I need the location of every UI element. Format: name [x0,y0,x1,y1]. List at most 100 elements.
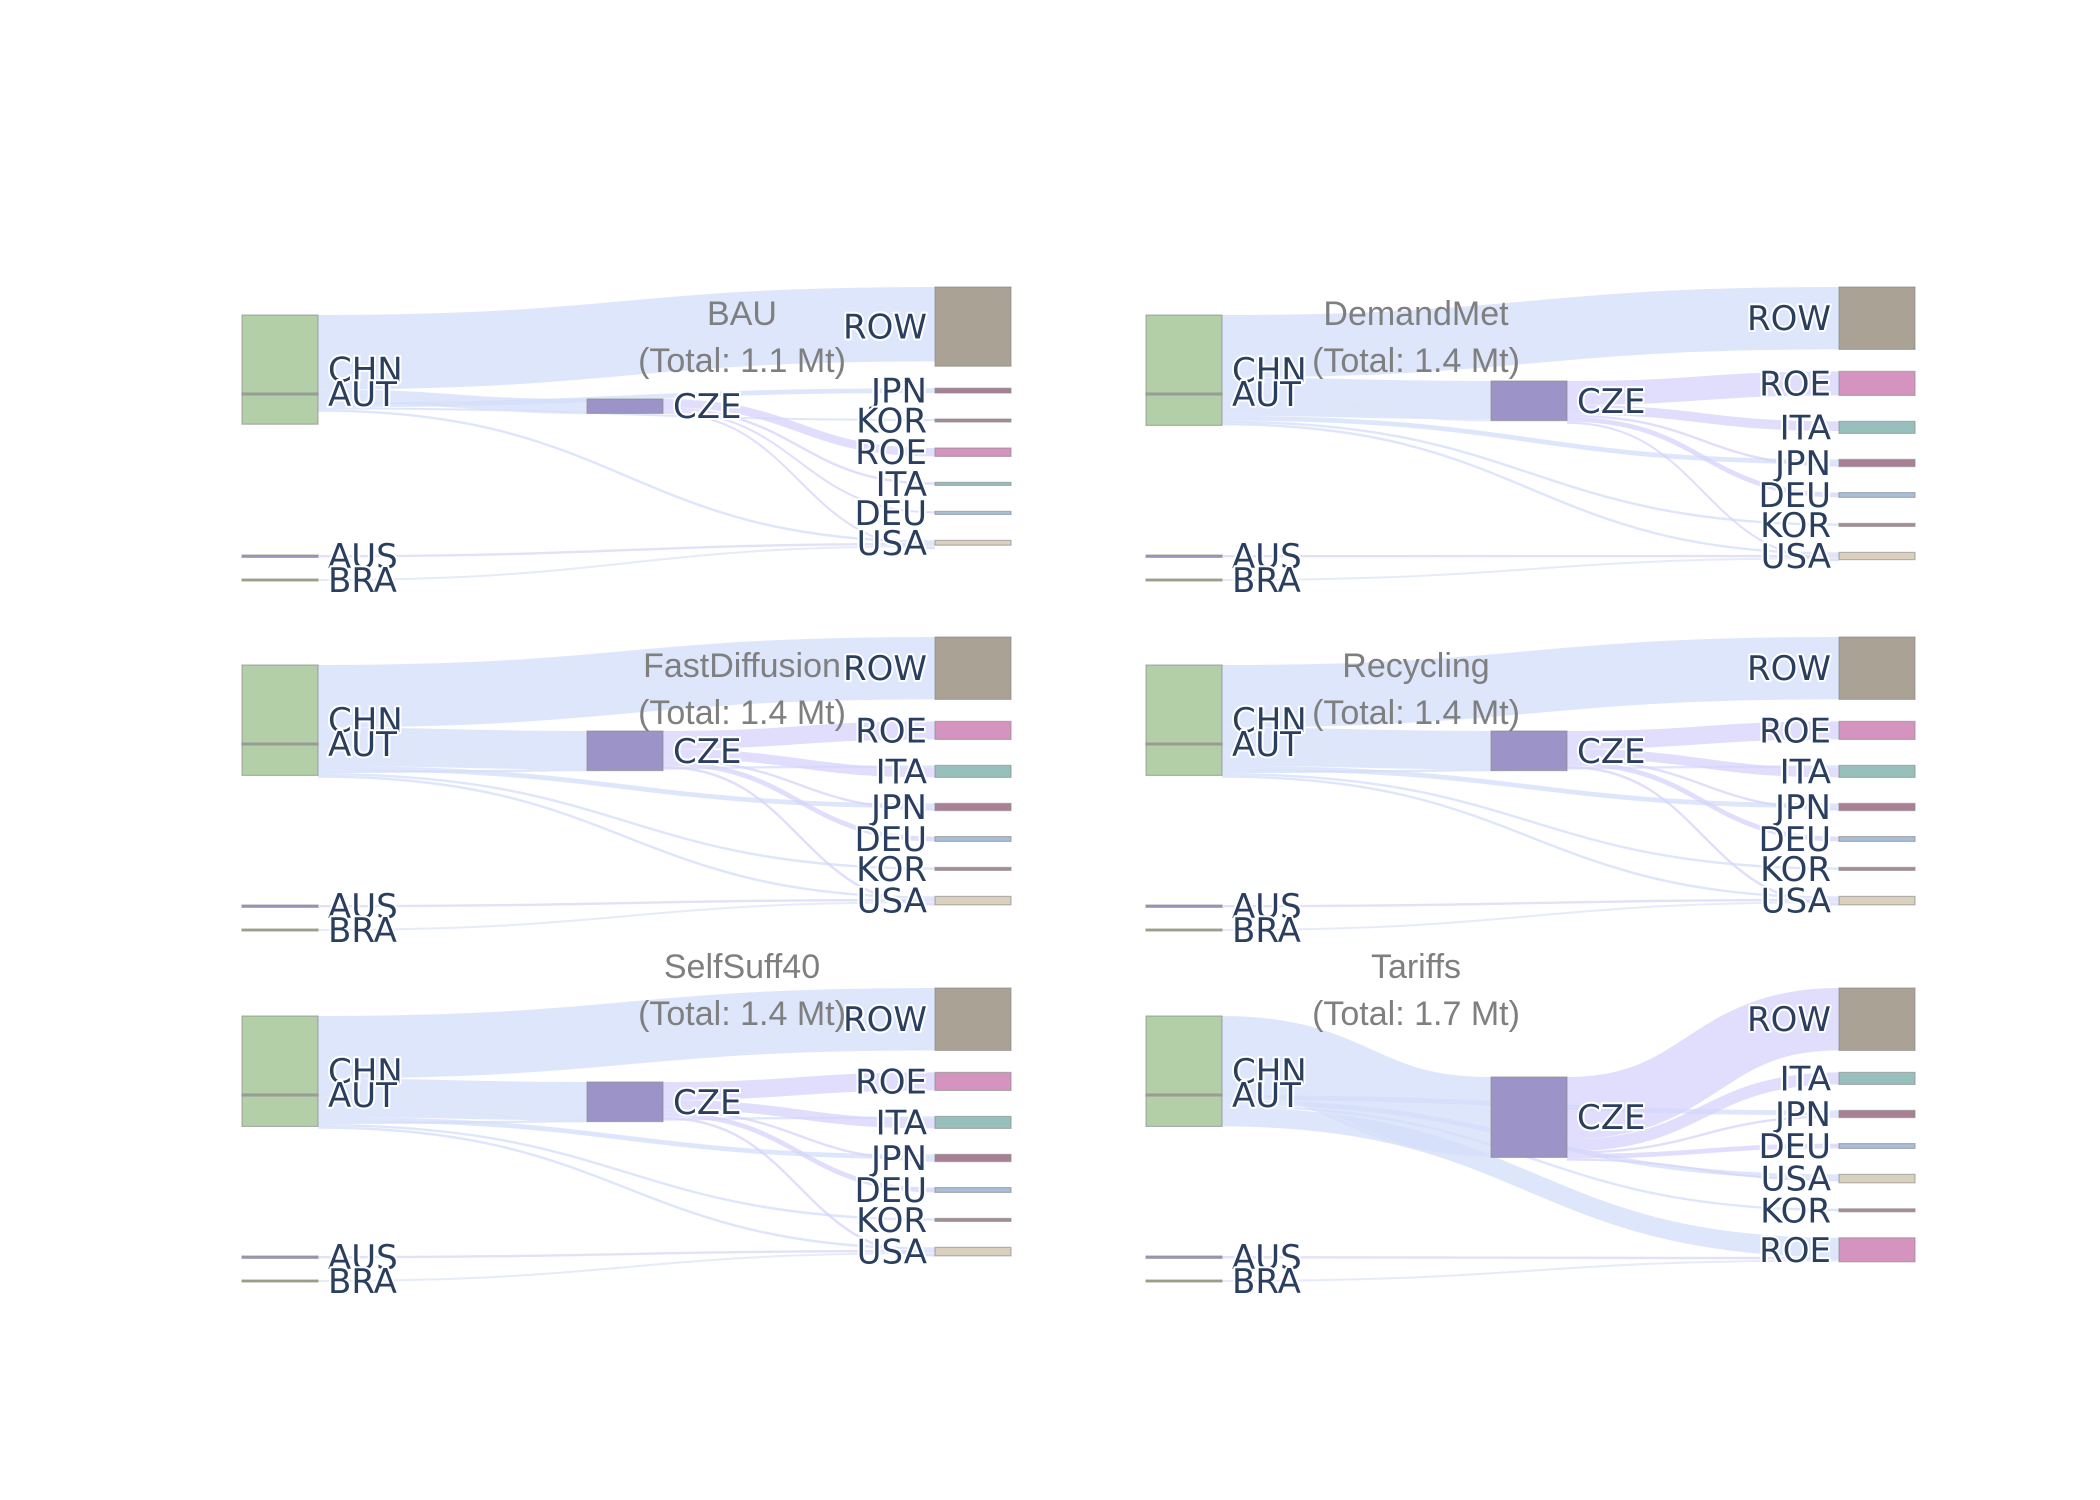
link-cze-deu [1566,761,1840,842]
links-selfsuff40 [317,988,936,1282]
node-label-ita: ITA [876,465,927,505]
link-cze-jpn [1566,758,1840,811]
node-label-jpn: JPN [1773,444,1831,484]
node-ita [1838,420,1916,434]
node-label-roe: ROE [1759,711,1831,751]
link-cze-deu [662,761,936,842]
link-chn-cze [1221,377,1492,420]
node-label-cze: CZE [1577,382,1646,422]
node-usa [934,539,1012,546]
node-label-aut: AUT [328,725,397,765]
links-tariffs [1221,988,1840,1282]
node-label-aus: AUS [1232,1238,1302,1278]
link-cze-usa [662,1116,936,1257]
link-cze-usa [1566,765,1840,906]
node-kor [934,866,1012,872]
link-cze-deu [1566,1143,1840,1159]
link-cze-usa [1566,421,1840,562]
node-ita [1838,764,1916,779]
node-label-jpn: JPN [1773,1095,1831,1135]
node-label-bra: BRA [1232,911,1301,951]
panel-title-tariffs: Tariffs [1371,948,1461,986]
link-cze-ita [662,1100,936,1129]
link-cze-deu [1566,417,1840,498]
link-aus-usa [1221,898,1840,908]
link-aus-usa [317,1249,936,1259]
node-label-row: ROW [843,1000,927,1040]
link-aut-cze [317,1094,588,1123]
node-aus [241,554,319,559]
node-bra [1145,928,1223,932]
panel-title-selfsuff40: SelfSuff40 [664,948,820,986]
panel-title-demandmet: DemandMet [1323,295,1509,333]
node-label-aut: AUT [1232,725,1301,765]
node-jpn [934,387,1012,394]
link-aut-cze [1221,743,1492,772]
links-demandmet [1221,287,1840,581]
node-aus [1145,554,1223,559]
node-label-usa: USA [857,524,927,564]
panel-title-bau: BAU [707,295,777,333]
node-label-chn: CHN [1232,701,1307,741]
link-cze-roe [662,1072,936,1100]
node-label-ita: ITA [1780,1059,1831,1099]
node-label-cze: CZE [1577,732,1646,772]
node-label-jpn: JPN [869,788,927,828]
node-label-aus: AUS [1232,887,1302,927]
panel-total-bau: (Total: 1.1 Mt) [638,342,846,380]
node-label-roe: ROE [1759,1231,1831,1271]
link-cze-deu [662,1112,936,1193]
node-label-kor: KOR [1760,850,1831,890]
link-aut-cze [317,393,588,415]
node-label-aus: AUS [328,1238,398,1278]
node-label-bra: BRA [328,561,397,601]
node-label-usa: USA [1761,1160,1831,1200]
link-bra-usa [1221,557,1840,581]
links-fastdiffusion [317,637,936,931]
node-label-row: ROW [1747,649,1831,689]
node-row [934,286,1012,367]
node-label-roe: ROE [1759,364,1831,404]
node-aus [1145,1255,1223,1260]
link-chn-usa [1221,775,1840,899]
node-label-aus: AUS [1232,537,1302,577]
node-jpn [934,802,1012,812]
link-aut-cze [1221,393,1492,422]
node-label-chn: CHN [328,351,403,391]
node-chn [1145,664,1223,777]
node-label-jpn: JPN [1773,788,1831,828]
node-label-deu: DEU [854,494,927,534]
node-ita [934,481,1012,486]
node-jpn [1838,1109,1916,1119]
link-chn-cze [317,1078,588,1121]
link-aut-cze [1221,1094,1492,1159]
link-cze-roe [1566,721,1840,749]
links-recycling [1221,637,1840,931]
node-roe [1838,370,1916,396]
link-chn-row [317,988,936,1079]
link-chn-kor [317,1124,936,1221]
node-label-aut: AUT [328,1076,397,1116]
node-cze [586,1081,664,1123]
node-aut [1145,392,1223,396]
node-label-chn: CHN [328,1052,403,1092]
node-aut [241,742,319,746]
link-aus-usa [317,898,936,908]
panel-title-fastdiffusion: FastDiffusion [643,647,841,685]
node-label-cze: CZE [1577,1098,1646,1138]
panel-total-selfsuff40: (Total: 1.4 Mt) [638,995,846,1033]
node-bra [1145,1279,1223,1283]
node-roe [934,720,1012,741]
node-chn [241,664,319,777]
link-chn-usa [1221,423,1840,555]
node-roe [1838,720,1916,741]
link-chn-usa [317,775,936,899]
link-bra-usa [1221,901,1840,931]
node-aut [1145,742,1223,746]
link-cze-roe [662,721,936,749]
node-ita [1838,1071,1916,1086]
